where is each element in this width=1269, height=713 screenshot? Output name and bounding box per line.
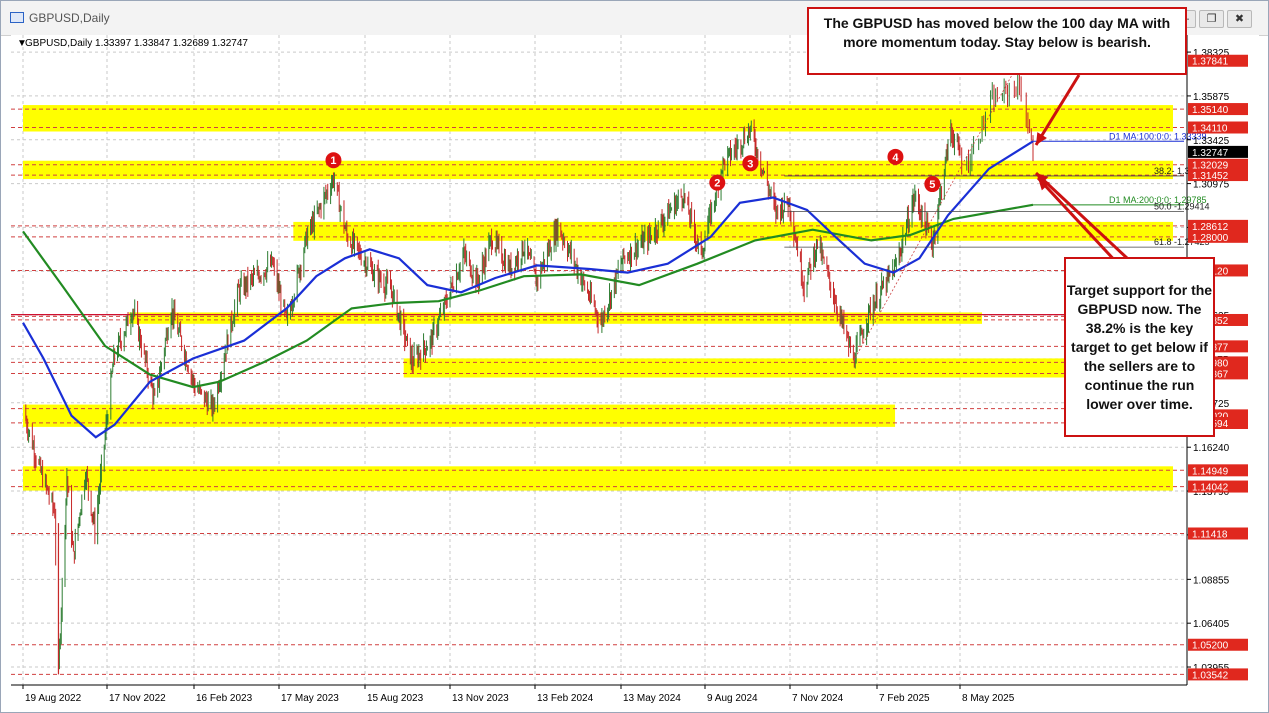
level-price-box — [1188, 169, 1248, 182]
swing-marker — [325, 152, 342, 169]
swing-marker — [887, 148, 904, 165]
zone-band — [23, 404, 896, 427]
zone-band — [293, 221, 1173, 241]
annotation-right: Target support for the GBPUSD now. The 3… — [1064, 257, 1215, 437]
x-tick-label: 7 Feb 2025 — [879, 693, 930, 704]
level-price-box — [1188, 464, 1248, 477]
swing-marker-label: 2 — [714, 178, 720, 190]
y-tick-label: 1.38325 — [1193, 48, 1230, 59]
level-price-label: 1.28000 — [1192, 233, 1229, 244]
level-price-label: 1.14949 — [1192, 466, 1229, 477]
level-price-box — [1188, 480, 1248, 493]
fib-trendline — [853, 61, 1020, 362]
level-price-label: 1.05200 — [1192, 641, 1229, 652]
y-tick-label: 1.08855 — [1193, 575, 1230, 586]
chart-header-arrow-icon: ▼ — [17, 38, 27, 49]
arrow-to-support-2-head — [1038, 178, 1051, 191]
level-price-box — [1188, 219, 1248, 232]
y-tick-label: 1.30975 — [1193, 180, 1230, 191]
arrow-to-support-1-head — [1036, 173, 1049, 186]
level-price-box — [1188, 103, 1248, 116]
chart-window-icon — [10, 12, 24, 23]
level-price-box — [1188, 668, 1248, 681]
level-price-box — [1188, 230, 1248, 243]
ma-label: D1 MA:200:0:0: 1.29785 — [1109, 195, 1207, 205]
x-tick-label: 16 Feb 2023 — [196, 693, 253, 704]
zone-band — [403, 358, 1173, 378]
arrow-to-support-1 — [1034, 171, 1130, 261]
restore-button[interactable]: ❐ — [1199, 10, 1224, 28]
level-price-label: 1.34110 — [1192, 123, 1228, 134]
swing-marker — [709, 174, 726, 191]
swing-marker-label: 5 — [929, 179, 935, 191]
chart-header: GBPUSD,Daily 1.33397 1.33847 1.32689 1.3… — [25, 38, 248, 49]
level-price-label: 1.32029 — [1192, 161, 1229, 172]
support-resistance-zones — [11, 105, 1184, 675]
fib-label: 61.8 -1.27425 — [1154, 237, 1210, 247]
y-tick-label: 1.16240 — [1193, 443, 1230, 454]
moving-averages-layer: D1 MA:100:0:0: 1.33339 D1 MA:200:0:0: 1.2… — [22, 131, 1207, 439]
swing-marker-label: 1 — [330, 155, 336, 167]
y-tick-label: 1.06405 — [1193, 619, 1230, 630]
ma200-line — [22, 203, 1034, 389]
x-tick-label: 9 Aug 2024 — [707, 693, 758, 704]
level-price-label: 1.03542 — [1192, 670, 1229, 681]
x-tick-label: 8 May 2025 — [962, 693, 1015, 704]
level-price-label: 1.32747 — [1192, 148, 1229, 159]
level-price-label: 1.31452 — [1192, 171, 1229, 182]
level-price-label: 1.11418 — [1192, 529, 1228, 540]
arrow-to-ma100-head — [1036, 132, 1047, 145]
arrow-to-ma100 — [1034, 74, 1081, 146]
swing-marker — [924, 176, 941, 193]
x-tick-label: 15 Aug 2023 — [367, 693, 424, 704]
x-tick-label: 19 Aug 2022 — [25, 693, 82, 704]
level-price-box — [1188, 54, 1248, 67]
ma100-line — [22, 140, 1034, 439]
fib-label: 50.0 -1.29414 — [1154, 202, 1210, 212]
candles-layer — [25, 68, 1034, 675]
annotation-top: The GBPUSD has moved below the 100 day M… — [807, 7, 1187, 75]
level-price-label: 1.35140 — [1192, 105, 1229, 116]
level-price-box — [1188, 145, 1248, 158]
x-tick-label: 17 May 2023 — [281, 693, 339, 704]
level-price-box — [1188, 121, 1248, 134]
swing-marker — [742, 155, 759, 172]
fib-label: 38.2- 1.31403 — [1154, 166, 1210, 176]
x-tick-label: 13 May 2024 — [623, 693, 681, 704]
arrow-to-support-2 — [1036, 176, 1121, 267]
y-tick-label: 1.35875 — [1193, 92, 1230, 103]
x-tick-label: 13 Feb 2024 — [537, 693, 594, 704]
zone-band — [23, 160, 1173, 180]
price-chart[interactable]: D1 MA:100:0:0: 1.33339 D1 MA:200:0:0: 1.2… — [11, 35, 1259, 711]
level-price-box — [1188, 638, 1248, 651]
swing-marker-label: 3 — [747, 158, 753, 170]
window-title: GBPUSD,Daily — [29, 11, 110, 25]
x-tick-label: 17 Nov 2022 — [109, 693, 166, 704]
y-tick-label: 1.33425 — [1193, 136, 1230, 147]
level-price-label: 1.14042 — [1192, 483, 1229, 494]
x-tick-label: 7 Nov 2024 — [792, 693, 844, 704]
ma-label: D1 MA:100:0:0: 1.33339 — [1109, 131, 1207, 141]
close-button[interactable]: ✖ — [1227, 10, 1252, 28]
swing-marker-label: 4 — [892, 152, 899, 164]
zone-band — [128, 312, 983, 324]
annotation-arrows-layer — [1034, 74, 1130, 267]
level-price-label: 1.28612 — [1192, 222, 1229, 233]
level-price-label: 1.37841 — [1192, 57, 1229, 68]
swing-markers-layer: 1 2 3 4 5 — [325, 148, 941, 193]
level-price-box — [1188, 158, 1248, 171]
y-tick-label: 1.13790 — [1193, 487, 1230, 498]
level-price-box — [1188, 527, 1248, 540]
x-tick-label: 13 Nov 2023 — [452, 693, 509, 704]
